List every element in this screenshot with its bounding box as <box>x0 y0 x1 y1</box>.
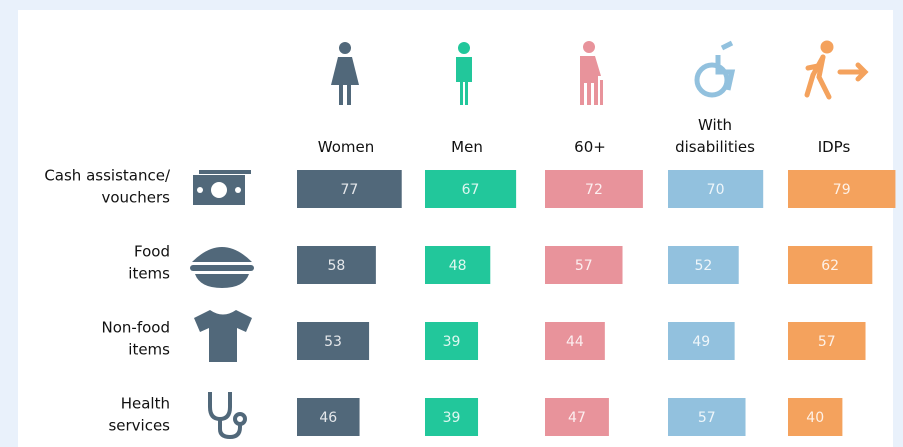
row-label: Health <box>121 395 170 413</box>
row-label: items <box>128 341 170 359</box>
value-label: 57 <box>818 334 836 350</box>
bar <box>425 322 479 360</box>
bar <box>788 246 873 284</box>
value-label: 67 <box>462 182 480 198</box>
value-label: 57 <box>575 258 593 274</box>
column-header: With disabilities <box>675 116 755 156</box>
value-label: 62 <box>821 258 839 274</box>
value-label: 52 <box>694 258 712 274</box>
column-header: 60+ <box>574 138 606 156</box>
value-label: 70 <box>707 182 725 198</box>
women-icon <box>331 42 359 105</box>
idp-icon <box>804 40 869 100</box>
disability-icon <box>694 40 736 98</box>
value-label: 79 <box>833 182 851 198</box>
stethoscope-icon <box>208 392 247 440</box>
bar <box>545 170 643 208</box>
bar <box>545 398 609 436</box>
men-icon <box>456 42 472 105</box>
food-icon <box>190 247 254 288</box>
bar <box>668 398 746 436</box>
value-label: 57 <box>698 410 716 426</box>
bar <box>788 398 843 436</box>
bar <box>545 246 623 284</box>
bar <box>668 246 739 284</box>
row-label: Food <box>134 243 170 261</box>
row-label: Cash assistance/ <box>44 167 171 185</box>
elderly-icon <box>580 41 603 105</box>
bar <box>425 398 479 436</box>
bar <box>297 398 360 436</box>
value-label: 77 <box>340 182 358 198</box>
shirt-icon <box>194 310 252 362</box>
bar <box>297 170 402 208</box>
bar <box>788 322 866 360</box>
column-header: IDPs <box>817 138 851 156</box>
row-label: Non-food <box>102 319 170 337</box>
value-label: 49 <box>692 334 710 350</box>
row-label: items <box>128 265 170 283</box>
value-label: 46 <box>319 410 337 426</box>
value-label: 44 <box>566 334 584 350</box>
column-header: Women <box>317 138 375 156</box>
bar <box>425 170 517 208</box>
bar <box>788 170 896 208</box>
value-label: 72 <box>585 182 603 198</box>
value-label: 40 <box>806 410 824 426</box>
bar <box>545 322 605 360</box>
row-label: vouchers <box>101 189 170 207</box>
value-label: 39 <box>443 334 461 350</box>
value-label: 58 <box>328 258 346 274</box>
cash-icon <box>193 170 251 205</box>
value-label: 47 <box>568 410 586 426</box>
bar <box>425 246 491 284</box>
value-label: 53 <box>324 334 342 350</box>
bar <box>668 322 735 360</box>
bar <box>297 246 376 284</box>
bar <box>668 170 764 208</box>
row-label: services <box>108 417 170 435</box>
value-label: 48 <box>449 258 467 274</box>
bar <box>297 322 370 360</box>
value-label: 39 <box>443 410 461 426</box>
column-header: Men <box>451 138 483 156</box>
panel <box>18 10 893 447</box>
